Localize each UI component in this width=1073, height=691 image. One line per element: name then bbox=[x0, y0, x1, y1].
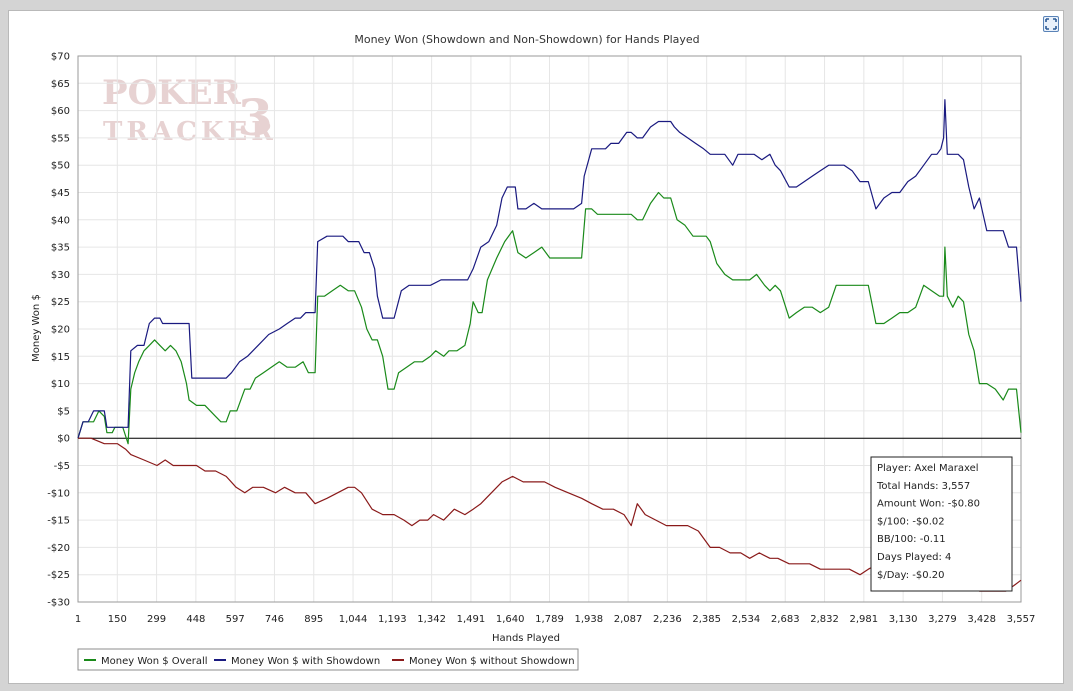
x-tick-label: 1 bbox=[75, 614, 81, 625]
x-tick-label: 597 bbox=[226, 614, 245, 625]
series-line-1 bbox=[77, 191, 1022, 445]
y-tick-label: $25 bbox=[51, 297, 70, 308]
y-tick-label: $10 bbox=[51, 379, 70, 390]
series-line-3 bbox=[78, 437, 1022, 592]
stats-line: Amount Won: -$0.80 bbox=[877, 499, 980, 510]
x-tick-label: 895 bbox=[304, 614, 323, 625]
x-tick-label: 3,428 bbox=[967, 614, 996, 625]
x-tick-label: 3,557 bbox=[1007, 614, 1036, 625]
y-tick-label: -$10 bbox=[47, 488, 70, 499]
x-tick-label: 2,832 bbox=[810, 614, 839, 625]
x-tick-label: 2,385 bbox=[692, 614, 721, 625]
y-tick-label: -$15 bbox=[47, 516, 70, 527]
x-tick-label: 1,193 bbox=[378, 614, 407, 625]
y-tick-label: $20 bbox=[51, 325, 70, 336]
poker-tracker-watermark: POKER TRACKER 3 bbox=[102, 73, 277, 147]
y-tick-label: -$5 bbox=[54, 461, 70, 472]
legend-label: Money Won $ with Showdown bbox=[231, 656, 380, 667]
x-tick-label: 3,279 bbox=[928, 614, 957, 625]
y-tick-label: $30 bbox=[51, 270, 70, 281]
series-line-2 bbox=[77, 99, 1022, 439]
plot-area bbox=[77, 55, 1022, 603]
y-tick-label: $35 bbox=[51, 243, 70, 254]
stats-line: Days Played: 4 bbox=[877, 552, 951, 563]
x-tick-label: 2,534 bbox=[732, 614, 761, 625]
x-axis-ticks: 1 150 299 448 597 746 895 1,044 1,193 1,342 1,491 1… bbox=[75, 614, 1036, 625]
stats-line: Player: Axel Maraxel bbox=[877, 463, 979, 474]
y-tick-label: -$25 bbox=[47, 570, 70, 581]
x-tick-label: 448 bbox=[186, 614, 205, 625]
panel-side-strip bbox=[1041, 10, 1064, 684]
stats-line: $/Day: -$0.20 bbox=[877, 570, 945, 581]
series-lines bbox=[77, 99, 1022, 592]
x-tick-label: 1,342 bbox=[417, 614, 446, 625]
y-tick-label: $55 bbox=[51, 133, 70, 144]
y-tick-label: $40 bbox=[51, 215, 70, 226]
y-tick-label: -$30 bbox=[47, 598, 70, 609]
y-tick-label: $0 bbox=[57, 434, 70, 445]
x-tick-label: 746 bbox=[265, 614, 284, 625]
x-tick-label: 1,789 bbox=[535, 614, 564, 625]
y-tick-label: -$20 bbox=[47, 543, 70, 554]
y-tick-label: $65 bbox=[51, 79, 70, 90]
y-axis-ticks: $70 $65 $60 $55 $50 $45 $40 $35 $30 $25 $20 $15 $10 $… bbox=[47, 52, 70, 609]
x-axis-label: Hands Played bbox=[492, 633, 560, 644]
y-axis-label: Money Won $ bbox=[31, 294, 42, 362]
x-tick-label: 2,087 bbox=[614, 614, 643, 625]
x-tick-label: 2,236 bbox=[653, 614, 682, 625]
player-stats-box: Player: Axel Maraxel Total Hands: 3,557 Am… bbox=[870, 456, 1013, 592]
x-tick-label: 1,938 bbox=[574, 614, 603, 625]
expand-icon[interactable] bbox=[1043, 16, 1059, 32]
y-tick-label: $5 bbox=[57, 406, 70, 417]
stats-line: BB/100: -0.11 bbox=[877, 534, 946, 545]
stats-line: $/100: -$0.02 bbox=[877, 516, 945, 527]
watermark-line2: TRACKER bbox=[103, 117, 277, 147]
chart-title: Money Won (Showdown and Non-Showdown) fo… bbox=[354, 33, 699, 46]
x-tick-label: 150 bbox=[108, 614, 127, 625]
stats-line: Total Hands: 3,557 bbox=[876, 481, 970, 492]
x-tick-label: 1,491 bbox=[457, 614, 486, 625]
legend: Money Won $ Overall Money Won $ with Show… bbox=[77, 648, 579, 671]
legend-label: Money Won $ Overall bbox=[101, 656, 208, 667]
y-tick-label: $50 bbox=[51, 161, 70, 172]
x-tick-label: 299 bbox=[147, 614, 166, 625]
x-tick-label: 1,044 bbox=[339, 614, 368, 625]
y-tick-label: $60 bbox=[51, 106, 70, 117]
x-tick-label: 1,640 bbox=[496, 614, 525, 625]
watermark-digit: 3 bbox=[238, 88, 273, 147]
legend-label: Money Won $ without Showdown bbox=[409, 656, 575, 667]
y-tick-label: $70 bbox=[51, 52, 70, 63]
chart-panel bbox=[8, 10, 1042, 684]
watermark-line1: POKER bbox=[102, 73, 242, 113]
x-tick-label: 2,981 bbox=[850, 614, 879, 625]
y-tick-label: $15 bbox=[51, 352, 70, 363]
x-tick-label: 2,683 bbox=[771, 614, 800, 625]
y-tick-label: $45 bbox=[51, 188, 70, 199]
x-tick-label: 3,130 bbox=[889, 614, 918, 625]
